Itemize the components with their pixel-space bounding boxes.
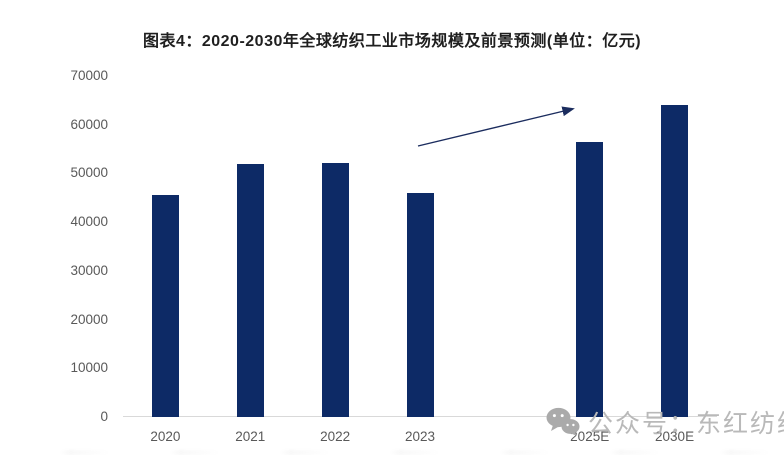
bar-2030E (661, 105, 689, 417)
x-axis-tick-label: 2023 (404, 429, 436, 444)
bar-2023 (406, 193, 434, 417)
bar-2021 (236, 163, 264, 417)
bar-2025E (576, 142, 604, 417)
y-axis-tick-label: 60000 (70, 116, 108, 132)
y-axis-tick-label: 20000 (70, 311, 108, 327)
bottom-edge-artifact (0, 450, 784, 455)
y-axis-tick-label: 10000 (70, 360, 108, 376)
chart-title: 图表4：2020-2030年全球纺织工业市场规模及前景预测(单位：亿元) (142, 33, 642, 50)
bar-2022 (321, 162, 349, 417)
y-axis-tick-label: 30000 (70, 262, 108, 278)
x-axis-tick-label: 2020 (150, 429, 181, 444)
y-axis-tick-label: 40000 (70, 214, 108, 230)
x-axis-tick-label: 2022 (320, 429, 351, 444)
bar-2020 (151, 194, 179, 417)
y-axis-tick-label: 50000 (70, 165, 108, 181)
y-axis-tick-label: 70000 (70, 68, 108, 83)
y-axis-tick-label: 0 (100, 409, 108, 424)
x-axis-tick-label: 2025E (570, 429, 610, 444)
x-axis-tick-label: 2030E (655, 429, 695, 444)
x-axis-tick-label: 2021 (235, 429, 266, 444)
